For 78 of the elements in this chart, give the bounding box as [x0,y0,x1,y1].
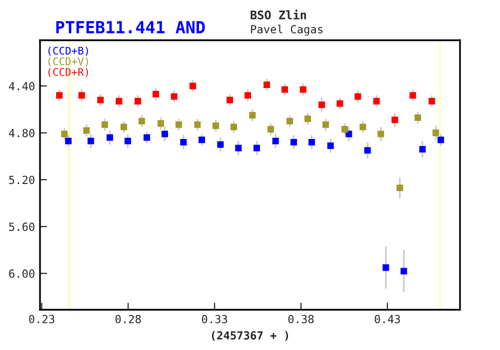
point [281,86,288,93]
point [124,138,132,144]
point [194,121,201,128]
point [400,268,408,274]
point [102,121,108,128]
point [190,82,196,90]
x-tick-label: 0.38 [288,314,314,324]
text: Pavel Cagas [251,24,322,36]
y-tick-label: 6.00 [9,269,34,278]
point [373,98,380,104]
point [249,112,256,118]
point [65,138,72,144]
point [272,138,279,144]
point [392,116,398,124]
point [61,130,68,138]
point [304,116,311,122]
point [170,93,178,100]
series-label: (CCD+R) [48,68,88,78]
point [83,127,90,134]
point [176,121,182,128]
y-tick-label: 4.80 [8,128,34,138]
point [318,101,325,108]
text: (CCD+V) [48,57,88,66]
point [308,138,315,146]
point [244,92,252,99]
point [322,121,329,128]
point [360,124,366,130]
point [419,146,426,152]
point [138,118,146,124]
y-tick-label: 4.40 [8,82,34,90]
point [290,138,297,146]
point [432,130,440,136]
point [56,92,63,99]
y-tick-label: 5.60 [9,222,34,231]
point [235,144,242,152]
point [378,130,384,138]
point [152,90,160,98]
point [106,134,114,141]
point [364,147,371,154]
point [217,141,224,148]
text: (CCD+B) [48,46,88,56]
point [120,124,128,130]
point [396,184,404,192]
x-axis-title: (2457367 + ) [212,330,288,341]
y-tick-label: 5.20 [9,176,34,184]
x-tick-label: 0.43 [374,314,400,324]
point [438,136,444,144]
point [158,120,164,127]
x-tick-label: 0.33 [202,314,228,324]
point [226,96,234,104]
point [327,142,334,149]
chart-subtitle: BSO Zlin [250,10,306,20]
point [253,144,260,152]
point [230,124,238,130]
point [382,264,390,271]
point [286,118,294,124]
point [354,93,362,100]
point [336,100,344,107]
point [180,138,187,146]
point [78,92,85,99]
point [341,126,348,133]
x-tick-label: 0.23 [29,314,54,324]
x-tick-label: 0.28 [115,314,141,324]
point [134,98,142,104]
point [144,134,150,141]
point [198,136,206,144]
point [88,138,94,144]
chart-title: PTFEB11.441 AND [56,21,205,34]
point [267,126,274,133]
point [414,114,422,121]
point [97,96,104,104]
point [212,122,220,130]
point [162,130,168,138]
point [428,98,436,104]
point [410,92,416,99]
point [116,98,122,104]
point [264,82,270,88]
point [300,86,306,93]
